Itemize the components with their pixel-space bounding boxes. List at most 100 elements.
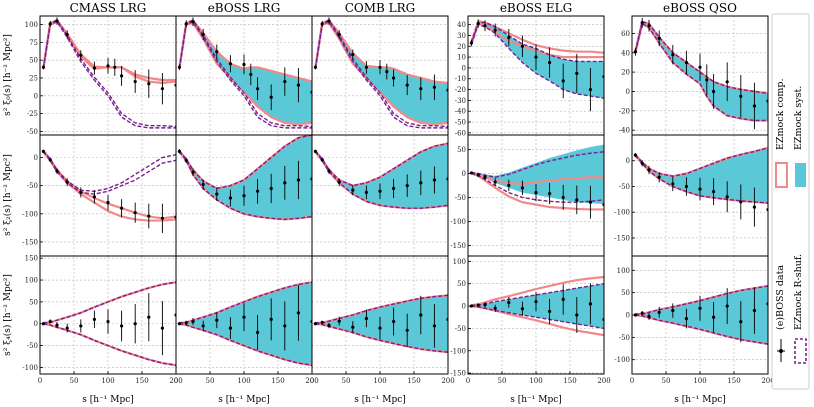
data-point — [313, 322, 317, 326]
data-point — [215, 312, 219, 329]
x-tick-label: 100 — [237, 377, 250, 385]
data-point — [177, 149, 181, 154]
data-point — [640, 17, 644, 28]
data-point — [405, 75, 409, 96]
data-point — [147, 69, 151, 98]
data-point — [177, 64, 181, 71]
data-point — [283, 165, 287, 200]
data-point — [364, 185, 368, 200]
panel-1-monopole — [175, 15, 313, 136]
panel-0-quadrupole: -150 -100 -50 0 — [22, 134, 177, 257]
panel-4-hexadecapole: -100 -50 0 50 100 0 50 100 150 200 — [614, 255, 775, 385]
data-point — [184, 157, 188, 164]
data-point — [739, 184, 743, 220]
data-point — [739, 75, 743, 118]
data-point — [640, 160, 644, 167]
y-axis-label-0: s² ξ₀(s) [h⁻² Mpc²] — [2, 34, 13, 116]
y-tick-label: -40 — [619, 127, 630, 135]
data-point — [647, 19, 651, 32]
y-tick-label: -30 — [455, 97, 466, 105]
data-point — [752, 187, 757, 227]
data-point — [657, 30, 661, 46]
x-tick-label: 0 — [630, 377, 634, 385]
rshuf-upper-line — [470, 21, 604, 63]
x-tick-label: 150 — [271, 377, 284, 385]
data-point — [469, 304, 473, 308]
data-point — [419, 170, 423, 196]
y-tick-label: 20 — [457, 43, 466, 51]
data-point — [520, 180, 525, 196]
data-point — [92, 310, 96, 329]
data-point — [327, 322, 331, 329]
data-point — [48, 20, 52, 27]
data-point — [534, 291, 538, 312]
data-point — [160, 301, 164, 356]
data-point — [160, 203, 164, 233]
y-tick-label: 100 — [617, 267, 630, 275]
syst-band — [471, 144, 604, 205]
data-point — [215, 187, 219, 201]
data-point — [561, 284, 565, 315]
y-tick-label: -50 — [27, 182, 38, 190]
data-point — [588, 185, 593, 219]
y-tick-label: -25 — [27, 110, 38, 118]
data-point — [493, 304, 497, 312]
x-tick-label: 100 — [693, 377, 706, 385]
x-tick-label: 100 — [373, 377, 386, 385]
data-point — [201, 320, 205, 332]
legend-ezmock-syst: EZmock syst. — [793, 86, 804, 150]
panel-1-quadrupole — [175, 134, 313, 257]
data-point — [657, 172, 661, 183]
data-point — [201, 28, 205, 41]
data-point — [313, 65, 317, 70]
legend-rshuf: EZmock R-shuf. — [793, 254, 804, 330]
data-point — [405, 174, 409, 197]
syst-band — [471, 22, 604, 99]
data-point — [548, 183, 552, 205]
column-title-3: eBOSS ELG — [500, 1, 572, 15]
data-point — [647, 312, 651, 320]
data-point — [575, 297, 579, 333]
data-point — [432, 74, 436, 101]
x-tick-label: 50 — [70, 377, 79, 385]
y-tick-label: -100 — [614, 356, 630, 364]
data-point — [351, 321, 355, 334]
data-point — [575, 185, 579, 215]
data-point — [65, 30, 69, 39]
x-tick-label: 0 — [466, 377, 470, 385]
data-point — [633, 153, 638, 158]
rshuf-lower-line — [314, 151, 448, 209]
rshuf-upper-line — [314, 19, 448, 128]
data-point — [79, 319, 83, 333]
y-tick-label: 50 — [457, 280, 466, 288]
data-point — [327, 17, 331, 25]
panel-3-monopole: -60 -50 -40 -30 -20 -10 0 10 20 30 40 — [455, 15, 605, 137]
y-tick-label: -50 — [455, 119, 466, 127]
data-point — [432, 166, 436, 194]
data-point — [534, 44, 538, 71]
y-tick-label: -100 — [450, 347, 466, 355]
rshuf-upper-line — [43, 281, 176, 324]
data-point — [113, 58, 117, 76]
column-title-1: eBOSS LRG — [208, 1, 281, 15]
data-point — [65, 178, 69, 187]
y-tick-label: 100 — [25, 277, 38, 285]
data-point — [120, 199, 124, 218]
x-tick-label: 150 — [727, 377, 740, 385]
rshuf-lower-line — [471, 305, 604, 330]
panel-2-hexadecapole: 0 50 100 150 200 — [310, 255, 455, 385]
data-point — [520, 301, 525, 316]
data-point — [405, 313, 409, 347]
data-point — [705, 64, 709, 96]
legend-syst-swatch — [795, 163, 806, 187]
data-point — [269, 298, 273, 341]
data-point — [351, 185, 355, 196]
data-point — [191, 318, 195, 326]
comp-lower-line — [471, 172, 604, 211]
data-point — [698, 295, 702, 321]
y-tick-label: 0 — [626, 157, 630, 165]
x-tick-label: 0 — [310, 377, 314, 385]
legend-data-marker — [777, 339, 785, 362]
panel-0-monopole: -50 -25 0 25 50 75 100 — [25, 15, 177, 136]
data-point — [160, 73, 164, 105]
